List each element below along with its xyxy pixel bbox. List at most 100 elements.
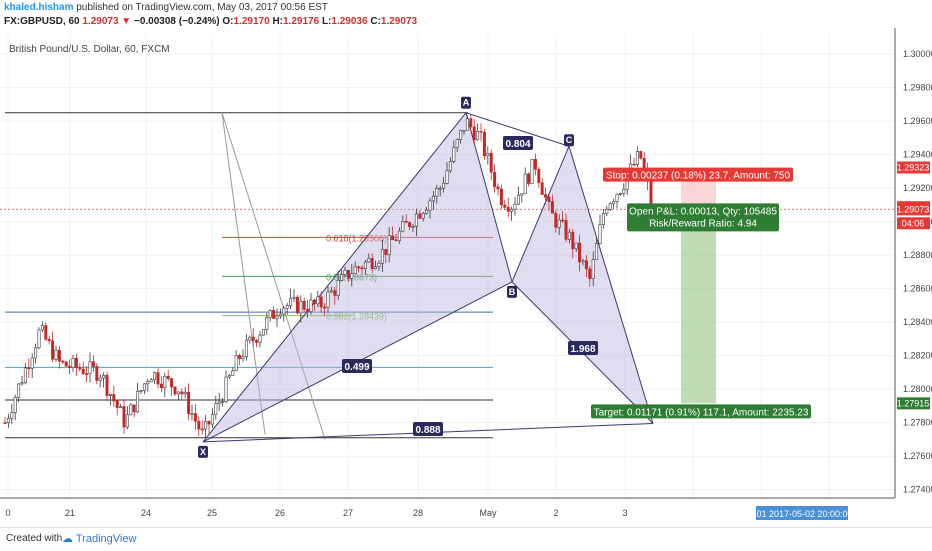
stop-label-bg [603, 167, 793, 182]
price-axis: 1.30000 1.29800 1.29600 1.29400 1.29200 1.290… [897, 49, 932, 495]
candle-body [68, 365, 72, 368]
candle-body [129, 404, 133, 416]
candle-body [122, 406, 126, 428]
candle-body [272, 310, 276, 319]
candle-body [343, 269, 347, 275]
candle-body [397, 230, 401, 242]
candle-body [142, 383, 146, 391]
fib-label: 0.382(1.28439) [326, 312, 387, 322]
short-position-tool[interactable]: Stop: 0.00237 (0.18%) 23.7, Amount: 750 O… [591, 167, 811, 419]
x-tick-label: 28 [413, 508, 423, 518]
candle-body [578, 242, 582, 263]
candle-body [187, 391, 191, 414]
candle-body [574, 242, 578, 250]
candle-body [27, 367, 31, 370]
candle-body [618, 193, 622, 195]
price-tag-bg [897, 161, 930, 174]
x-tick-label: 26 [275, 508, 285, 518]
candle-body [10, 412, 14, 419]
y-tick-label: 1.29200 [903, 183, 932, 193]
point-label-X: X [200, 447, 206, 457]
tradingview-label: TradingView [75, 533, 137, 545]
candle-body [180, 391, 184, 395]
candle-body [639, 151, 643, 159]
publish-line: khaled.hisham published on TradingView.c… [4, 2, 328, 14]
price-chart[interactable]: 1.272(1.30193)0.618(1.28906)0.5(1.28673)… [0, 28, 932, 526]
high-value: 1.29176 [283, 16, 320, 27]
candle-body [170, 378, 174, 388]
pl-box [627, 203, 779, 232]
candle-body [445, 170, 449, 184]
last-price: 1.29073 [82, 16, 119, 27]
candle-body [455, 139, 459, 148]
candle-body [581, 260, 585, 263]
high-label: H: [272, 16, 283, 27]
x-tick-label: 2 [553, 508, 558, 518]
candle-body [503, 204, 507, 208]
candle-body [136, 390, 140, 413]
candle-body [193, 413, 197, 422]
candle-body [329, 290, 333, 293]
candle-body [431, 195, 435, 202]
y-tick-label: 1.28600 [903, 284, 932, 294]
candle-body [336, 280, 340, 296]
candle-body [333, 290, 337, 296]
candle-body [54, 349, 58, 360]
price-change: −0.00308 (−0.24%) [133, 16, 220, 27]
point-label-A: A [463, 98, 470, 108]
candle-body [564, 220, 568, 240]
fib-label: 0.618(1.28906) [326, 233, 387, 243]
candle-body [81, 368, 85, 375]
candle-body [357, 266, 361, 269]
candle-body [224, 376, 228, 402]
candle-body [584, 260, 588, 270]
candle-body [139, 390, 143, 392]
ratio-label: 0.888 [415, 425, 440, 436]
candle-body [493, 171, 497, 188]
candle-body [591, 259, 595, 279]
candle-body [391, 235, 395, 241]
candle-body [153, 372, 157, 381]
x-tick-label: 24 [141, 508, 151, 518]
candle-body [78, 367, 82, 370]
candle-body [176, 391, 180, 395]
candle-body [275, 315, 279, 319]
candle-body [132, 404, 136, 413]
candle-body [472, 126, 476, 141]
symbol-line: FX:GBPUSD, 60 1.29073 ▼ −0.00308 (−0.24%… [4, 16, 417, 28]
rr-label: Risk/Reward Ratio: 4.94 [649, 218, 757, 229]
candle-body [40, 325, 44, 331]
chart-background [0, 28, 932, 526]
chart-header: khaled.hisham published on TradingView.c… [0, 0, 932, 34]
candle-body [547, 197, 551, 202]
candle-body [57, 349, 61, 362]
candle-body [486, 152, 490, 157]
candle-body [306, 309, 310, 312]
point-badge [198, 445, 208, 458]
symbol-label[interactable]: FX:GBPUSD, 60 [4, 16, 80, 27]
tradingview-brand[interactable]: ☁ TradingView [62, 532, 136, 545]
candle-body [244, 339, 248, 358]
candle-body [513, 203, 517, 210]
candle-body [238, 355, 242, 359]
instrument-title: British Pound/U.S. Dollar, 60, FXCM [9, 44, 170, 55]
candle-body [47, 339, 51, 342]
candle-body [588, 268, 592, 279]
low-value: 1.29036 [331, 16, 368, 27]
candle-body [285, 305, 289, 309]
ratio-badge [568, 341, 598, 355]
candle-body [377, 262, 381, 268]
candle-body [459, 129, 463, 140]
candle-body [125, 414, 129, 428]
author-link[interactable]: khaled.hisham [4, 2, 74, 13]
candle-body [105, 374, 109, 396]
y-tick-label: 1.28000 [903, 384, 932, 394]
candle-body [340, 274, 344, 281]
candle-body [567, 231, 571, 240]
y-tick-label: 1.27800 [903, 418, 932, 428]
candle-body [251, 336, 255, 341]
candle-body [380, 248, 384, 264]
candle-body [163, 375, 167, 389]
y-tick-label: 1.29600 [903, 116, 932, 126]
candle-body [115, 400, 119, 408]
